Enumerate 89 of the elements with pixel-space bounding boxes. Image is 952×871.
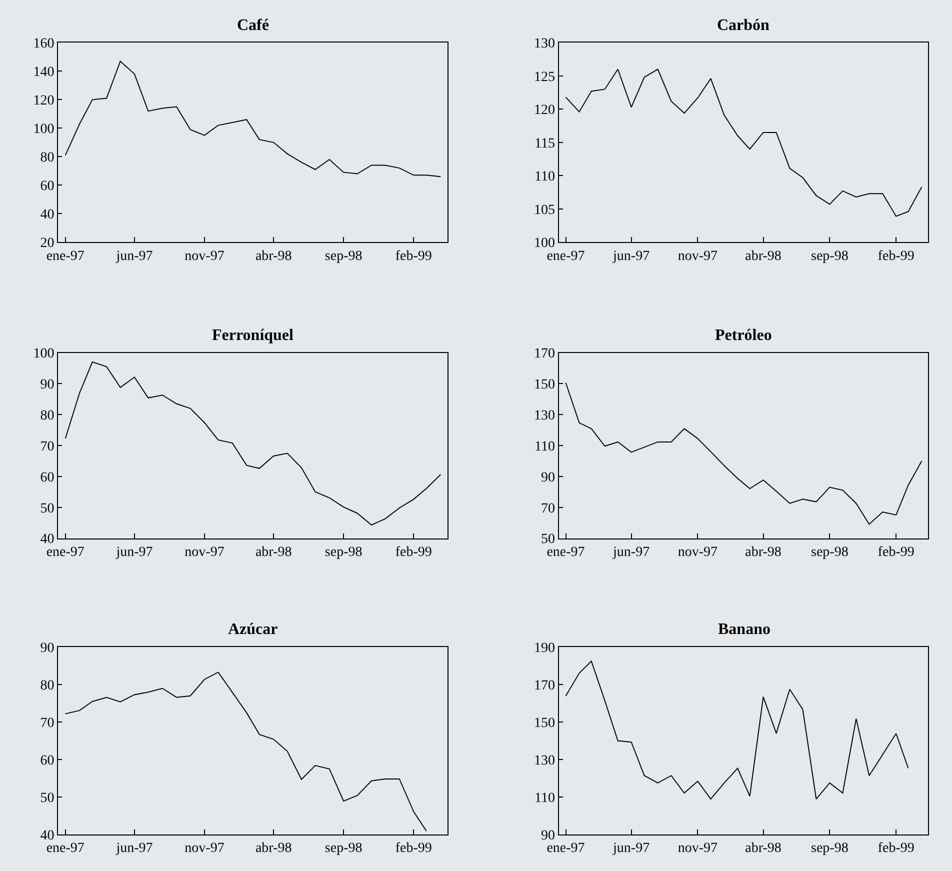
- x-tick-label: nov-97: [184, 545, 224, 560]
- x-tick-label: ene-97: [546, 841, 585, 856]
- chart-title: Ferroníquel: [212, 327, 294, 344]
- y-tick-label: 20: [40, 236, 54, 252]
- line-series: [64, 60, 442, 178]
- y-tick-label: 130: [534, 408, 556, 424]
- y-tick-label: 60: [40, 470, 54, 486]
- x-tick-label: feb-99: [878, 248, 914, 264]
- y-tick-label: 40: [40, 208, 54, 223]
- y-tick-label: 100: [33, 346, 54, 362]
- x-tick-label: jun-97: [115, 841, 153, 856]
- x-tick-label: jun-97: [612, 841, 650, 856]
- y-tick-label: 110: [534, 170, 556, 185]
- x-tick-label: abr-98: [255, 248, 292, 264]
- y-tick-label: 190: [534, 641, 556, 656]
- y-tick-label: 140: [33, 65, 54, 80]
- x-tick-label: ene-97: [546, 545, 585, 560]
- y-tick-label: 90: [541, 828, 556, 844]
- chart-title: Azúcar: [228, 621, 278, 638]
- y-tick-label: 105: [534, 202, 556, 218]
- x-tick-label: jun-97: [115, 248, 153, 264]
- x-tick-label: ene-97: [46, 545, 84, 560]
- x-tick-label: sep-98: [811, 841, 848, 856]
- y-tick-label: 115: [534, 136, 556, 152]
- x-tick-label: nov-97: [678, 545, 718, 560]
- y-tick-label: 110: [534, 790, 556, 806]
- x-tick-label: sep-98: [324, 248, 362, 264]
- x-tick-label: sep-98: [324, 841, 362, 856]
- chart-title: Café: [237, 17, 269, 34]
- line-series: [64, 362, 442, 526]
- line-series: [565, 68, 922, 217]
- x-tick-label: sep-98: [811, 248, 848, 264]
- y-tick-label: 70: [40, 439, 54, 454]
- chart-title: Petróleo: [715, 327, 772, 344]
- y-tick-label: 70: [40, 716, 54, 731]
- y-tick-label: 170: [534, 346, 556, 362]
- x-tick-label: abr-98: [745, 248, 782, 264]
- y-tick-label: 100: [534, 236, 556, 252]
- y-tick-label: 125: [534, 70, 556, 85]
- y-tick-label: 170: [534, 678, 556, 694]
- y-tick-label: 160: [33, 36, 54, 52]
- y-tick-label: 60: [40, 179, 54, 194]
- x-tick-label: ene-97: [46, 841, 84, 856]
- x-tick-label: feb-99: [395, 545, 432, 560]
- y-tick-label: 130: [534, 753, 556, 768]
- y-tick-label: 120: [33, 94, 54, 109]
- y-tick-label: 80: [40, 408, 54, 424]
- x-tick-label: sep-98: [811, 545, 848, 560]
- y-tick-label: 100: [33, 122, 54, 138]
- x-tick-label: abr-98: [255, 841, 292, 856]
- y-tick-label: 90: [40, 378, 54, 393]
- x-tick-label: jun-97: [612, 248, 650, 264]
- x-tick-label: abr-98: [745, 841, 782, 856]
- y-tick-label: 40: [40, 532, 54, 548]
- y-tick-label: 110: [534, 439, 556, 454]
- line-series: [64, 672, 427, 832]
- x-tick-label: feb-99: [878, 841, 914, 856]
- chart-title: Carbón: [717, 17, 770, 34]
- line-series: [565, 660, 909, 800]
- y-tick-label: 150: [534, 716, 556, 731]
- x-tick-label: jun-97: [612, 545, 650, 560]
- y-tick-label: 60: [40, 753, 54, 768]
- x-tick-label: ene-97: [546, 248, 585, 264]
- y-tick-label: 40: [40, 828, 54, 844]
- x-tick-label: nov-97: [678, 841, 718, 856]
- chart-title: Banano: [718, 621, 770, 638]
- x-tick-label: feb-99: [395, 248, 432, 264]
- x-tick-label: nov-97: [678, 248, 718, 264]
- y-tick-label: 130: [534, 36, 556, 52]
- y-tick-label: 50: [40, 790, 54, 806]
- x-tick-label: feb-99: [878, 545, 914, 560]
- line-series: [565, 382, 922, 525]
- y-tick-label: 50: [40, 501, 54, 516]
- x-tick-label: nov-97: [184, 841, 224, 856]
- y-tick-label: 70: [541, 501, 556, 516]
- x-tick-label: feb-99: [395, 841, 432, 856]
- y-tick-label: 50: [541, 532, 556, 548]
- x-tick-label: abr-98: [255, 545, 292, 560]
- x-tick-label: sep-98: [324, 545, 362, 560]
- x-tick-label: ene-97: [46, 248, 84, 264]
- x-tick-label: jun-97: [115, 545, 153, 560]
- x-tick-label: nov-97: [184, 248, 224, 264]
- y-tick-label: 80: [40, 150, 54, 166]
- y-tick-label: 150: [534, 378, 556, 393]
- y-tick-label: 90: [40, 641, 54, 656]
- x-tick-label: abr-98: [745, 545, 782, 560]
- y-tick-label: 80: [40, 678, 54, 694]
- y-tick-label: 90: [541, 470, 556, 486]
- y-tick-label: 120: [534, 103, 556, 118]
